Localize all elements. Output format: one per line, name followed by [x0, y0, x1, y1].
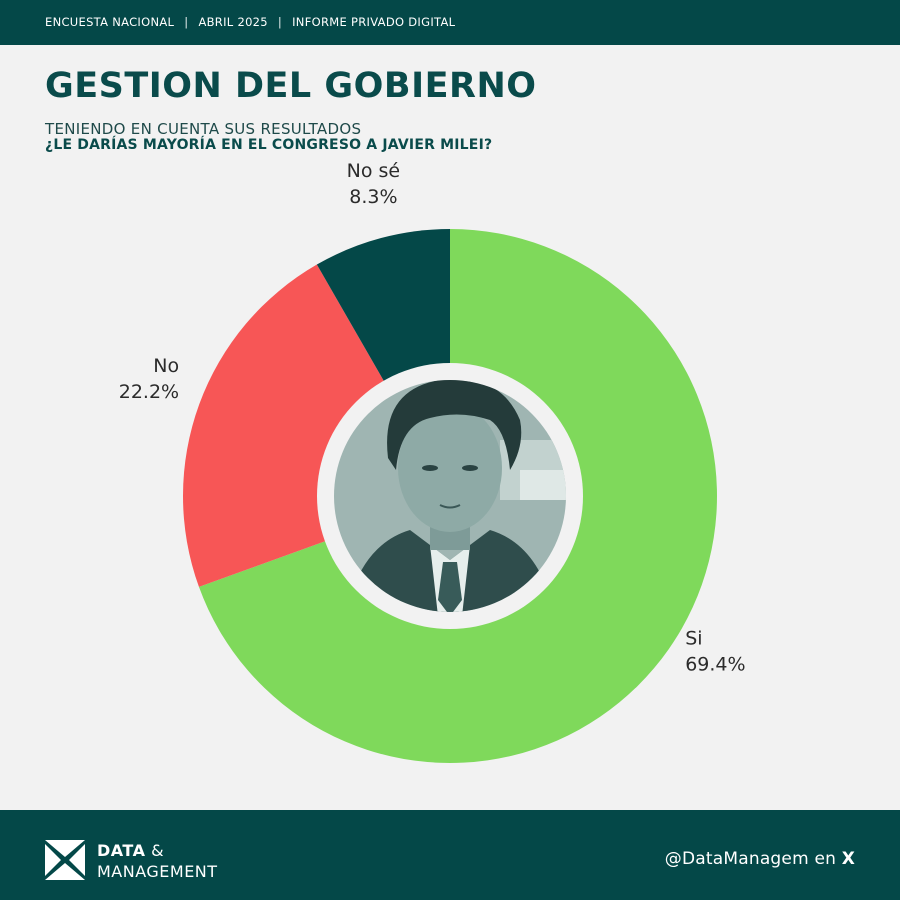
slice-value-label: 69.4%: [685, 654, 745, 676]
breadcrumb: ENCUESTA NACIONAL | ABRIL 2025 | INFORME…: [45, 15, 455, 29]
slice-label: No sé: [347, 160, 400, 182]
slice-label: Si: [685, 628, 702, 650]
top-bar: ENCUESTA NACIONAL | ABRIL 2025 | INFORME…: [0, 0, 900, 45]
slice-value-label: 22.2%: [119, 381, 179, 403]
donut-labels: Si 69.4% No 22.2% No sé 8.3%: [119, 160, 746, 675]
handle-text: @DataManagem en: [664, 849, 842, 869]
brand-name: DATA & MANAGEMENT: [97, 840, 218, 882]
brand-logo-icon: [45, 840, 85, 880]
brand-line2: MANAGEMENT: [97, 862, 218, 881]
subtitle-question: ¿LE DARÍAS MAYORÍA EN EL CONGRESO A JAVI…: [45, 137, 493, 153]
brand-amp: &: [151, 841, 165, 860]
slice-value-label: 8.3%: [349, 186, 397, 208]
crumb-report: INFORME PRIVADO DIGITAL: [292, 15, 456, 29]
portrait-photo: [334, 380, 566, 612]
subtitle-context: TENIENDO EN CUENTA SUS RESULTADOS: [45, 120, 362, 138]
crumb-separator: |: [277, 15, 283, 29]
footer: DATA & MANAGEMENT @DataManagem en X: [0, 810, 900, 900]
page-title: GESTION DEL GOBIERNO: [45, 66, 537, 106]
social-handle: @DataManagem en X: [665, 849, 855, 869]
crumb-date: ABRIL 2025: [198, 15, 268, 29]
x-platform-icon: X: [841, 849, 855, 869]
crumb-survey: ENCUESTA NACIONAL: [45, 15, 175, 29]
crumb-separator: |: [184, 15, 189, 29]
brand-bold: DATA: [97, 841, 146, 860]
slice-label: No: [153, 355, 179, 377]
